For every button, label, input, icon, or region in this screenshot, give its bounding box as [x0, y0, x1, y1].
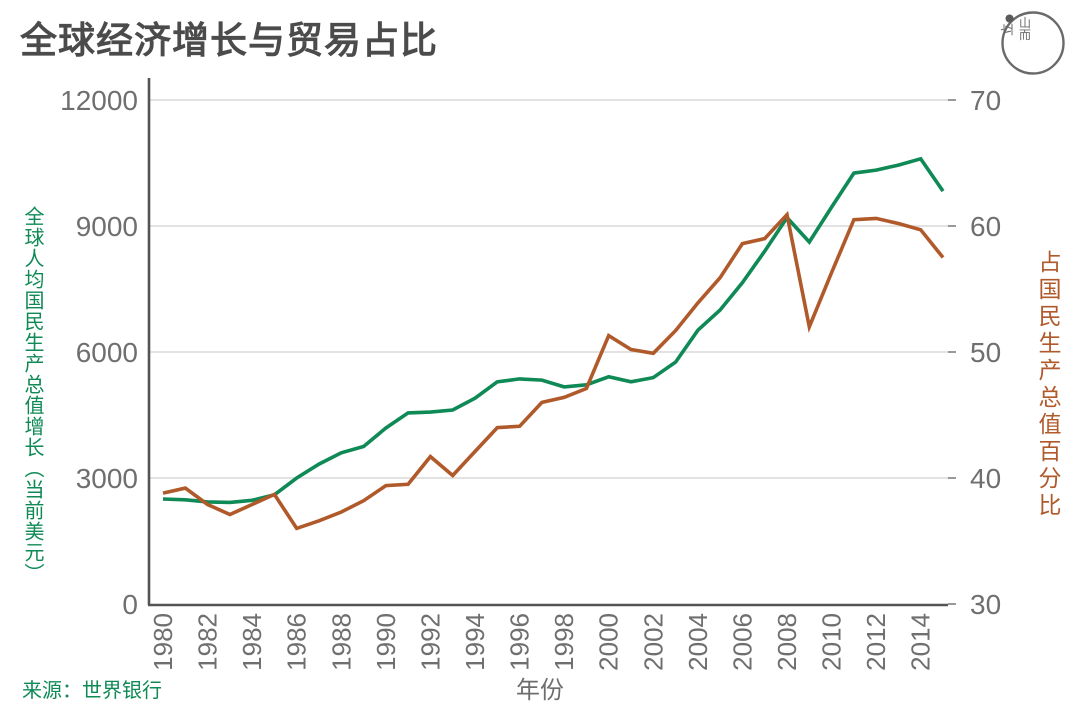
data-series	[162, 156, 945, 531]
svg-text:2010: 2010	[817, 613, 847, 671]
svg-text:3000: 3000	[76, 463, 138, 494]
svg-text:1990: 1990	[371, 613, 401, 671]
right-axis-title: 占国民生产总值百分比	[1035, 250, 1061, 520]
gridlines	[148, 99, 948, 479]
svg-text:1982: 1982	[193, 613, 223, 671]
svg-text:9000: 9000	[76, 211, 138, 242]
svg-text:2004: 2004	[683, 613, 713, 671]
x-axis-title: 年份	[516, 677, 564, 704]
left-axis-title: 全球人均国民生产总值增长（当前美元）	[21, 206, 43, 584]
svg-text:60: 60	[970, 211, 1001, 242]
logo-glyph-top: 山	[1019, 16, 1031, 30]
logo-circle	[1001, 11, 1065, 75]
source-note: 来源：世界银行	[22, 680, 162, 702]
svg-text:1996: 1996	[505, 613, 535, 671]
svg-text:1986: 1986	[282, 613, 312, 671]
logo-glyph-bottom: 而	[1019, 28, 1031, 42]
x-tick-labels: 1980 1982 1984 1986 1988 1990 1992 1994 1996 1998…	[148, 613, 936, 671]
svg-text:12000: 12000	[60, 85, 138, 116]
axes	[147, 78, 948, 607]
svg-text:1988: 1988	[326, 613, 356, 671]
svg-text:1984: 1984	[237, 613, 267, 671]
svg-text:30: 30	[970, 589, 1001, 620]
right-tick-labels: 30 40 50 60 70	[970, 85, 1001, 620]
svg-text:2008: 2008	[772, 613, 802, 671]
svg-text:1992: 1992	[415, 613, 445, 671]
svg-text:2014: 2014	[906, 613, 936, 671]
series-line-gni	[162, 156, 945, 505]
svg-text:0: 0	[122, 589, 138, 620]
initium-logo: 立 山 而	[1000, 11, 1065, 75]
left-tick-labels: 0 3000 6000 9000 12000	[60, 85, 138, 620]
svg-text:2000: 2000	[594, 613, 624, 671]
svg-text:2002: 2002	[638, 613, 668, 671]
svg-text:50: 50	[970, 337, 1001, 368]
svg-text:2012: 2012	[861, 613, 891, 671]
svg-text:70: 70	[970, 85, 1001, 116]
svg-text:2006: 2006	[727, 613, 757, 671]
svg-text:1980: 1980	[148, 613, 178, 671]
svg-text:40: 40	[970, 463, 1001, 494]
logo-glyph-left: 立	[1000, 23, 1015, 36]
svg-text:6000: 6000	[76, 337, 138, 368]
right-ticks	[948, 99, 956, 605]
svg-text:1998: 1998	[549, 613, 579, 671]
svg-text:1994: 1994	[460, 613, 490, 671]
logo-dot	[1005, 14, 1014, 23]
series-line-trade-share	[162, 210, 945, 531]
chart-title: 全球经济增长与贸易占比	[20, 20, 438, 61]
